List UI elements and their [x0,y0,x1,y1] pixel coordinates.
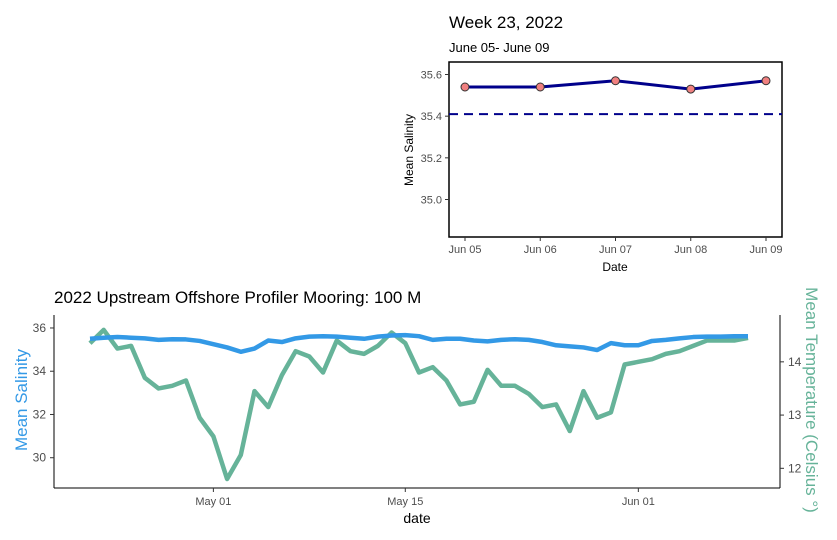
weekly-salinity-chart: Week 23, 2022 June 05- June 09 35.035.23… [402,13,783,274]
y-tick-label: 35.4 [421,111,442,123]
right-y-axis-label: Mean Temperature (Celsius °) [802,287,821,513]
mooring-x-axis-label: date [403,510,430,526]
right-y-tick-label: 12 [788,461,802,475]
mooring-timeseries-chart: 2022 Upstream Offshore Profiler Mooring:… [12,287,821,526]
x-tick-label: Jun 06 [524,244,557,256]
weekly-y-axis: 35.0 35.2 35.4 35.6 [421,70,449,207]
left-y-tick-label: 32 [33,407,47,421]
weekly-salinity-point [686,84,696,94]
right-y-tick-label: 14 [788,355,802,369]
right-y-tick-label: 13 [788,408,802,422]
weekly-y-axis-label: Mean Salinity [402,114,416,186]
x-axis-ticks: May 01 May 15 Jun 01 [195,488,655,508]
y-tick-label: 35.0 [421,195,442,207]
weekly-salinity-point [761,76,771,86]
x-tick-label: May 15 [387,496,423,508]
left-y-axis-label: Mean Salinity [12,348,31,451]
left-y-tick-label: 34 [33,364,47,378]
weekly-salinity-points [460,76,771,94]
y-tick-label: 35.6 [421,70,442,82]
left-y-tick-label: 30 [33,451,47,465]
right-y-axis-ticks: 12 13 14 [780,355,802,475]
salinity-series-line [89,332,748,355]
temperature-series-line [88,327,749,482]
x-tick-label: Jun 07 [599,244,632,256]
weekly-x-axis: Jun 05 Jun 06 Jun 07 Jun 08 Jun 09 [448,237,783,256]
weekly-salinity-point [611,76,620,86]
weekly-chart-subtitle: June 05- June 09 [449,40,549,55]
x-tick-label: Jun 09 [749,244,782,256]
weekly-x-axis-label: Date [602,260,628,274]
x-tick-label: May 01 [195,496,231,508]
left-y-tick-label: 36 [33,321,47,335]
x-tick-label: Jun 08 [674,244,707,256]
weekly-salinity-point [460,82,470,92]
weekly-salinity-point [535,82,545,92]
left-y-axis-ticks: 30 32 34 36 [33,321,54,465]
y-tick-label: 35.2 [421,153,442,165]
weekly-chart-title: Week 23, 2022 [449,13,563,32]
mooring-chart-title: 2022 Upstream Offshore Profiler Mooring:… [54,288,421,307]
x-tick-label: Jun 01 [622,496,655,508]
x-tick-label: Jun 05 [448,244,481,256]
